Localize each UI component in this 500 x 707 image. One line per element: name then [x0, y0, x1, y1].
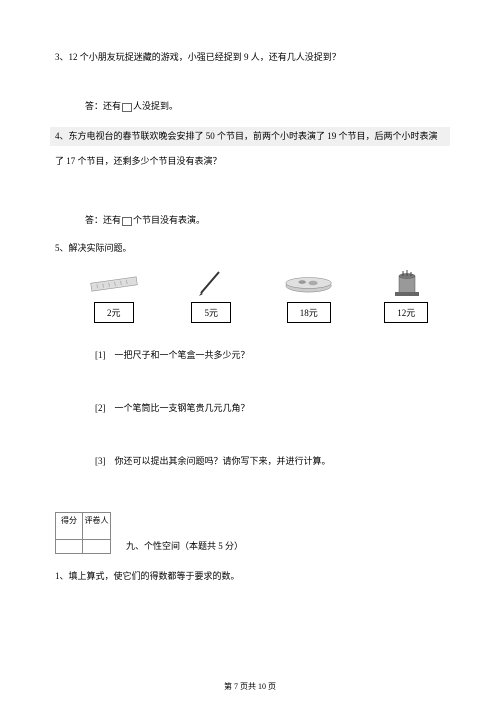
price-pencil-case: 18元 — [287, 302, 331, 323]
q4-text2: 了 17 个节目，还剩多少个节目没有表演？ — [55, 156, 222, 166]
q5-sub3: [3] 你还可以提出其余问题吗？请你写下来，并进行计算。 — [95, 454, 445, 467]
price-pen: 5元 — [191, 302, 231, 323]
item-row: 2元 5元 18元 — [75, 271, 445, 323]
section-9-title: 九、个性空间（本题共 5 分） — [126, 539, 243, 554]
item-pen-holder: 12元 — [381, 271, 431, 323]
score-table-row: 得分 评卷人 九、个性空间（本题共 5 分） — [55, 512, 445, 554]
q4-text1: 东方电视台的春节联欢晚会安排了 50 个节目，前两个小时表演了 19 个节目，后… — [69, 131, 438, 141]
q5-text: 解决实际问题。 — [69, 243, 132, 253]
blank-box — [122, 217, 132, 226]
q4-answer-suffix: 个节目没有表演。 — [133, 215, 205, 225]
item-pen: 5元 — [186, 271, 236, 323]
sub3-text: 你还可以提出其余问题吗？请你写下来，并进行计算。 — [115, 456, 331, 466]
fill-question: 1、填上算式，使它们的得数都等于要求的数。 — [55, 569, 445, 583]
page-footer: 第 7 页共 10 页 — [0, 681, 500, 692]
q3-answer-prefix: 答：还有 — [85, 101, 121, 111]
score-cell-1 — [55, 540, 83, 554]
q4-number: 4、 — [55, 131, 69, 141]
item-ruler: 2元 — [89, 271, 139, 323]
fill-text: 填上算式，使它们的得数都等于要求的数。 — [69, 571, 240, 581]
score-header-2: 评卷人 — [83, 512, 111, 540]
question-4-line1: 4、东方电视台的春节联欢晚会安排了 50 个节目，前两个小时表演了 19 个节目… — [50, 127, 450, 145]
pencil-case-icon — [284, 271, 334, 296]
question-4-line2: 了 17 个节目，还剩多少个节目没有表演？ — [55, 154, 445, 168]
q3-answer-suffix: 人没捉到。 — [133, 101, 178, 111]
sub2-label: [2] — [95, 403, 106, 413]
score-table: 得分 评卷人 — [55, 512, 111, 554]
pen-icon — [186, 271, 236, 296]
score-cell-2 — [83, 540, 111, 554]
q3-text: 12 个小朋友玩捉迷藏的游戏，小强已经捉到 9 人，还有几人没捉到？ — [69, 52, 341, 62]
q3-answer: 答：还有 人没捉到。 — [55, 99, 445, 112]
sub2-text: 一个笔筒比一支钢笔贵几元几角？ — [115, 403, 250, 413]
q4-answer: 答：还有 个节目没有表演。 — [55, 213, 445, 226]
question-3: 3、12 个小朋友玩捉迷藏的游戏，小强已经捉到 9 人，还有几人没捉到？ — [55, 50, 445, 64]
q5-sub1: [1] 一把尺子和一个笔盒一共多少元？ — [95, 348, 445, 361]
blank-box — [122, 103, 132, 112]
q5-sub2: [2] 一个笔筒比一支钢笔贵几元几角？ — [95, 401, 445, 414]
price-pen-holder: 12元 — [384, 302, 428, 323]
pen-holder-icon — [381, 271, 431, 296]
item-pencil-case: 18元 — [284, 271, 334, 323]
q4-answer-prefix: 答：还有 — [85, 215, 121, 225]
sub1-label: [1] — [95, 350, 106, 360]
q5-number: 5、 — [55, 243, 69, 253]
price-ruler: 2元 — [94, 302, 134, 323]
question-5: 5、解决实际问题。 — [55, 241, 445, 255]
sub1-text: 一把尺子和一个笔盒一共多少元？ — [115, 350, 250, 360]
sub3-label: [3] — [95, 456, 106, 466]
fill-number: 1、 — [55, 571, 69, 581]
ruler-icon — [89, 271, 139, 296]
score-header-1: 得分 — [55, 512, 83, 540]
q3-number: 3、 — [55, 52, 69, 62]
